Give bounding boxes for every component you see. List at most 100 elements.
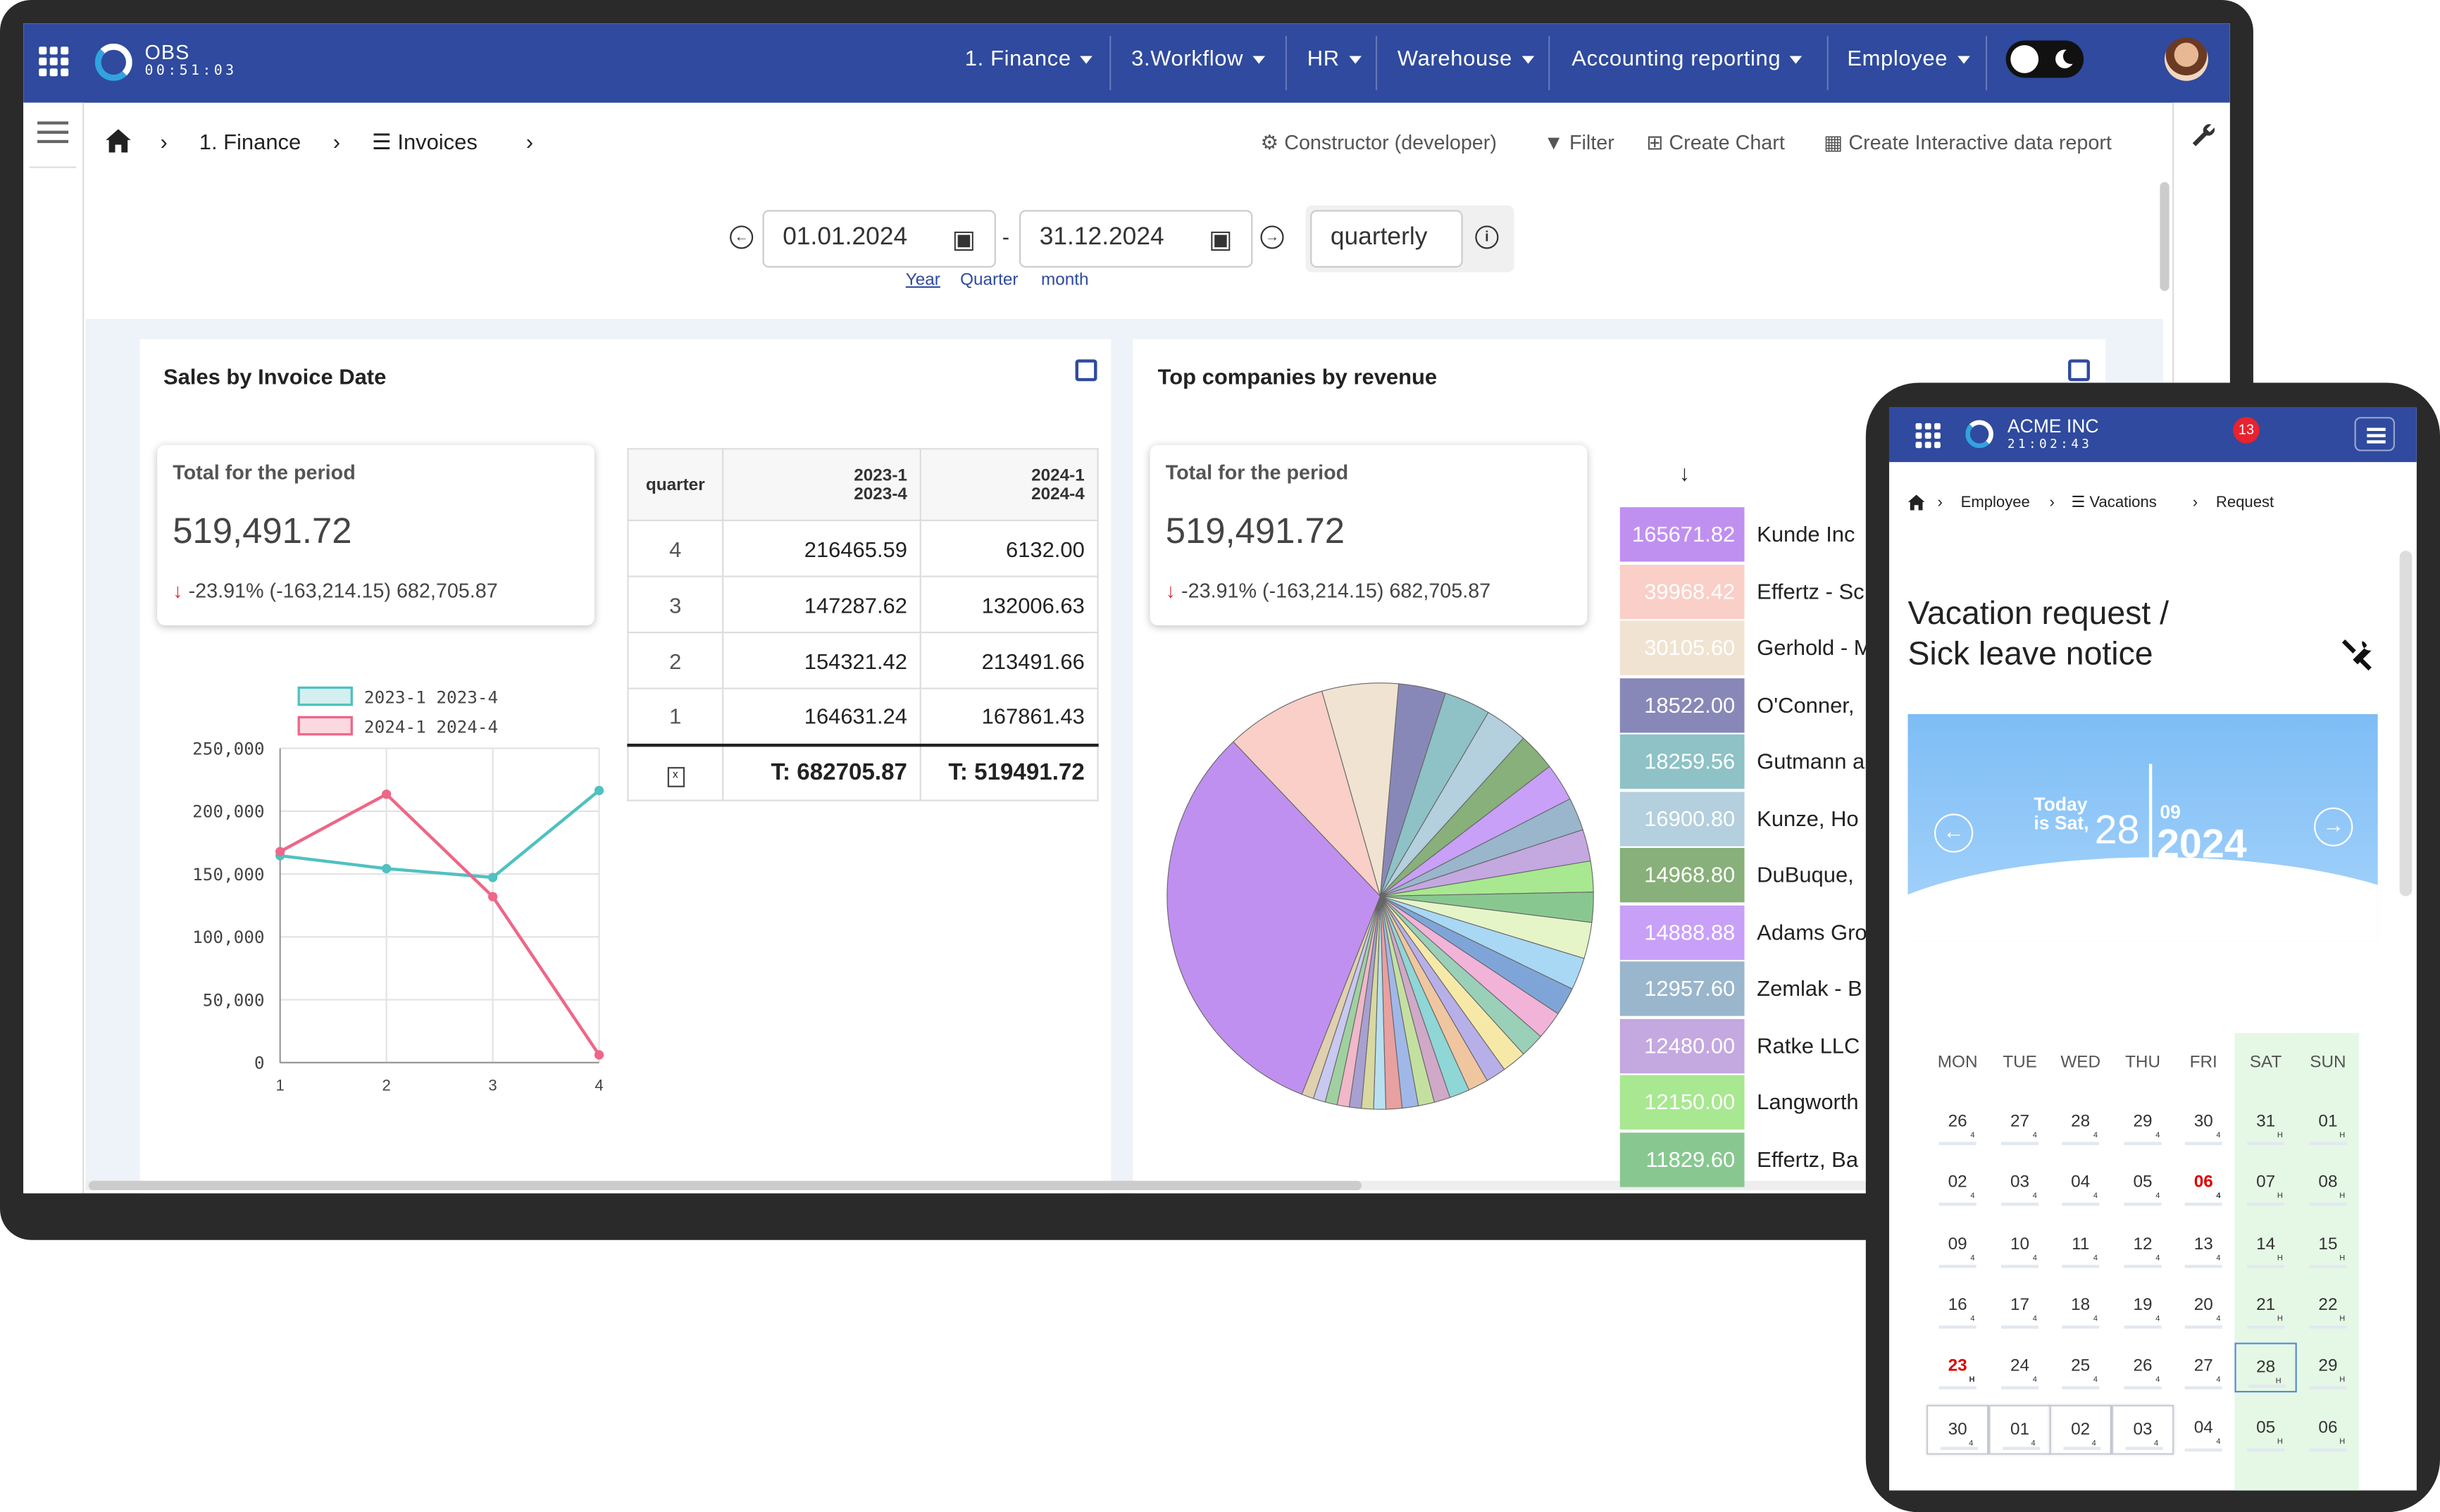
company-row[interactable]: 12957.60 Zemlak - B (1619, 960, 1869, 1016)
calendar-day[interactable]: 01 H (2297, 1099, 2359, 1149)
nav-finance[interactable]: 1. Finance (965, 45, 1093, 70)
apps-grid-icon[interactable] (39, 46, 69, 77)
apps-grid-icon[interactable] (1915, 423, 1941, 449)
calendar-day[interactable]: 01 4 (1988, 1404, 2051, 1454)
sidebar-menu-icon[interactable] (37, 121, 69, 144)
phone-breadcrumb-request[interactable]: Request (2215, 494, 2274, 512)
next-month-icon[interactable]: → (2314, 807, 2353, 846)
calendar-day[interactable]: 03 4 (2111, 1404, 2174, 1454)
constructor-button[interactable]: ⚙ Constructor (developer) (1260, 130, 1497, 154)
calendar-day[interactable]: 28 4 (2050, 1099, 2112, 1149)
pie-slice[interactable] (1166, 741, 1381, 1095)
calendar-day[interactable]: 13 4 (2172, 1220, 2234, 1270)
calendar-day[interactable]: 22 H (2297, 1282, 2359, 1332)
calendar-day[interactable]: 03 4 (1988, 1160, 2050, 1210)
company-row[interactable]: 11829.60 Effertz, Ba (1619, 1130, 1869, 1187)
calendar-day[interactable]: 09 4 (1927, 1220, 1988, 1270)
obs-logo-icon[interactable] (94, 43, 132, 81)
calendar-day[interactable]: 25 4 (2050, 1343, 2112, 1393)
company-row[interactable]: 39968.42 Effertz - Sc (1619, 562, 1869, 619)
company-row[interactable]: 12150.00 Langworth (1619, 1073, 1869, 1130)
phone-breadcrumb-employee[interactable]: Employee (1960, 494, 2030, 512)
preset-year[interactable]: Year (905, 270, 940, 289)
calendar-day[interactable]: 11 4 (2050, 1220, 2112, 1270)
company-row[interactable]: 16900.80 Kunze, Ho (1619, 789, 1869, 846)
calendar-day[interactable]: 30 4 (1926, 1404, 1989, 1454)
sort-arrow-icon[interactable]: ↓ (1679, 460, 1691, 486)
calendar-day[interactable]: 02 4 (2049, 1404, 2112, 1454)
granularity-select[interactable]: quarterly (1310, 210, 1463, 268)
company-row[interactable]: 14888.88 Adams Gro (1619, 903, 1869, 959)
calendar-day[interactable]: 12 4 (2112, 1220, 2174, 1270)
calendar-day[interactable]: 20 4 (2172, 1282, 2234, 1332)
calendar-day[interactable]: 31 H (2234, 1099, 2296, 1149)
calendar-day[interactable]: 19 4 (2112, 1282, 2174, 1332)
calendar-day[interactable]: 05 4 (2112, 1160, 2174, 1210)
wrench-icon[interactable] (2191, 123, 2216, 148)
calendar-day[interactable]: 16 4 (1927, 1282, 1988, 1332)
edit-icon[interactable] (1075, 359, 1097, 382)
phone-scrollbar[interactable] (2399, 551, 2413, 896)
pie-slice[interactable] (1233, 690, 1381, 896)
calendar-day[interactable]: 14 H (2234, 1220, 2296, 1270)
calendar-day[interactable]: 27 4 (2172, 1343, 2234, 1393)
calendar-day[interactable]: 28 H (2234, 1342, 2297, 1393)
create-chart-button[interactable]: ⊞ Create Chart (1646, 130, 1785, 154)
calendar-day[interactable]: 06 4 (2172, 1160, 2234, 1210)
prev-month-icon[interactable]: ← (1934, 813, 1974, 853)
create-report-button[interactable]: ▦ Create Interactive data report (1824, 130, 2112, 154)
home-icon[interactable] (106, 129, 131, 153)
calendar-day[interactable]: 15 H (2297, 1220, 2359, 1270)
calendar-day[interactable]: 30 4 (2172, 1099, 2234, 1149)
calendar-day[interactable]: 05 H (2234, 1404, 2296, 1454)
nav-accounting-reporting[interactable]: Accounting reporting (1571, 45, 1803, 70)
preset-month[interactable]: month (1040, 270, 1089, 289)
calendar-day[interactable]: 21 H (2234, 1282, 2296, 1332)
phone-menu-icon[interactable] (2354, 417, 2395, 451)
breadcrumb-invoices[interactable]: ☰ Invoices (371, 129, 478, 154)
company-row[interactable]: 18522.00 O'Conner, (1619, 675, 1869, 732)
company-row[interactable]: 18259.56 Gutmann a (1619, 732, 1869, 789)
home-icon[interactable] (1907, 494, 1925, 511)
calendar-day[interactable]: 04 4 (2172, 1404, 2234, 1454)
info-icon[interactable]: i (1475, 225, 1499, 249)
nav-hr[interactable]: HR (1307, 45, 1362, 70)
calendar-day[interactable]: 07 H (2234, 1160, 2296, 1210)
calendar-day[interactable]: 29 H (2297, 1343, 2359, 1393)
company-row[interactable]: 14968.80 DuBuque, (1619, 846, 1869, 903)
calendar-day[interactable]: 10 4 (1988, 1220, 2050, 1270)
calendar-day[interactable]: 17 4 (1988, 1282, 2050, 1332)
calendar-day[interactable]: 02 4 (1927, 1160, 1988, 1210)
calendar-day[interactable]: 18 4 (2050, 1282, 2112, 1332)
calendar-day[interactable]: 06 H (2297, 1404, 2359, 1454)
nav-workflow[interactable]: 3.Workflow (1131, 45, 1266, 70)
edit-icon[interactable] (2068, 359, 2090, 382)
calendar-day[interactable]: 24 4 (1988, 1343, 2050, 1393)
pie-slice[interactable] (1301, 896, 1381, 1099)
company-row[interactable]: 30105.60 Gerhold - M (1619, 619, 1869, 675)
user-avatar[interactable] (2164, 37, 2208, 81)
excel-icon[interactable]: x (666, 767, 684, 788)
nav-warehouse[interactable]: Warehouse (1398, 45, 1534, 70)
calendar-day[interactable]: 23 H (1927, 1343, 1988, 1393)
preset-quarter[interactable]: Quarter (960, 270, 1019, 289)
calendar-day[interactable]: 04 4 (2050, 1160, 2112, 1210)
company-row[interactable]: 165671.82 Kunde Inc (1619, 505, 1869, 562)
calendar-day[interactable]: 27 4 (1988, 1099, 2050, 1149)
acme-logo-icon[interactable] (1965, 420, 1993, 449)
calendar-day[interactable]: 29 4 (2112, 1099, 2174, 1149)
dark-mode-toggle[interactable] (2005, 40, 2084, 78)
breadcrumb-finance[interactable]: 1. Finance (199, 129, 301, 154)
vertical-scrollbar[interactable] (2160, 182, 2170, 292)
prev-period-icon[interactable]: ← (730, 225, 754, 249)
next-period-icon[interactable]: → (1260, 225, 1284, 249)
calendar-day[interactable]: 08 H (2297, 1160, 2359, 1210)
nav-employee[interactable]: Employee (1847, 45, 1970, 70)
calendar-day[interactable]: 26 4 (1927, 1099, 1988, 1149)
date-to-input[interactable]: 31.12.2024 ▣ (1019, 210, 1253, 268)
date-from-input[interactable]: 01.01.2024 ▣ (762, 210, 996, 268)
notification-badge[interactable]: 13 (2233, 417, 2260, 444)
tools-icon[interactable] (2341, 635, 2378, 672)
phone-breadcrumb-vacations[interactable]: ☰ Vacations (2071, 494, 2157, 512)
company-row[interactable]: 12480.00 Ratke LLC (1619, 1016, 1869, 1073)
